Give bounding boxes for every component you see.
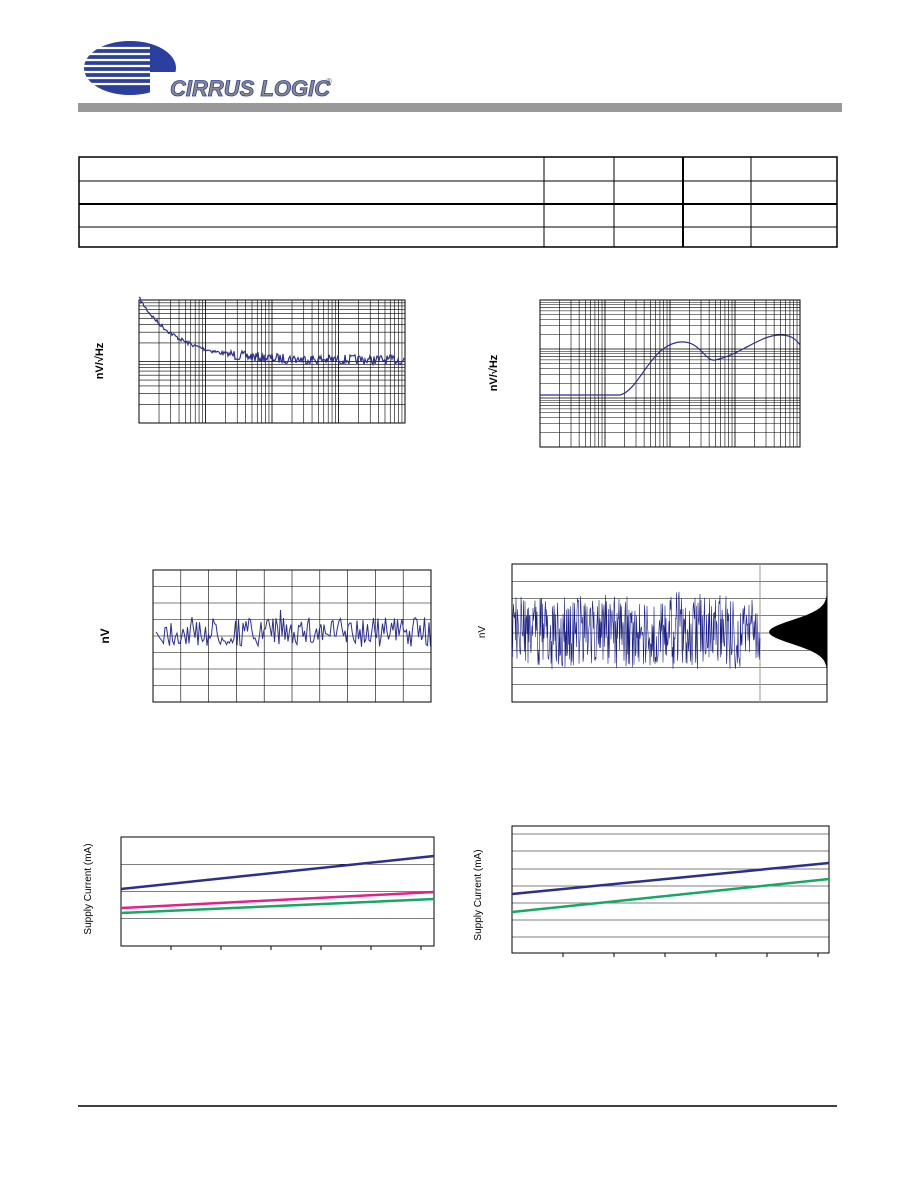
trace	[120, 897, 435, 915]
trace	[511, 877, 830, 914]
y-axis-label: nV/√Hz	[488, 354, 500, 391]
y-axis-label: nV	[98, 628, 112, 643]
trace	[511, 861, 830, 896]
plot-frame	[511, 825, 830, 954]
table-grid	[78, 156, 838, 248]
trace	[120, 854, 435, 891]
noise-density-curve	[138, 296, 406, 367]
plot-frame	[152, 569, 432, 703]
registered-mark: ®	[326, 77, 332, 86]
y-axis-label: nV	[477, 626, 488, 639]
y-axis-label: nV/√Hz	[94, 342, 106, 379]
header-bar	[78, 103, 842, 112]
logo: CIRRUS LOGIC ®	[78, 41, 332, 101]
noise-trace	[155, 609, 431, 648]
logo-text: CIRRUS LOGIC	[170, 76, 331, 101]
plot-frame	[138, 299, 406, 424]
trace	[120, 890, 435, 910]
y-axis-label: Supply Current (mA)	[83, 843, 94, 934]
plot-frame	[539, 299, 801, 448]
y-axis-label: Supply Current (mA)	[473, 849, 484, 940]
noise-trace	[511, 591, 761, 670]
plot-frame	[120, 836, 435, 947]
noise-density-curve	[540, 334, 801, 396]
histogram	[769, 596, 827, 668]
